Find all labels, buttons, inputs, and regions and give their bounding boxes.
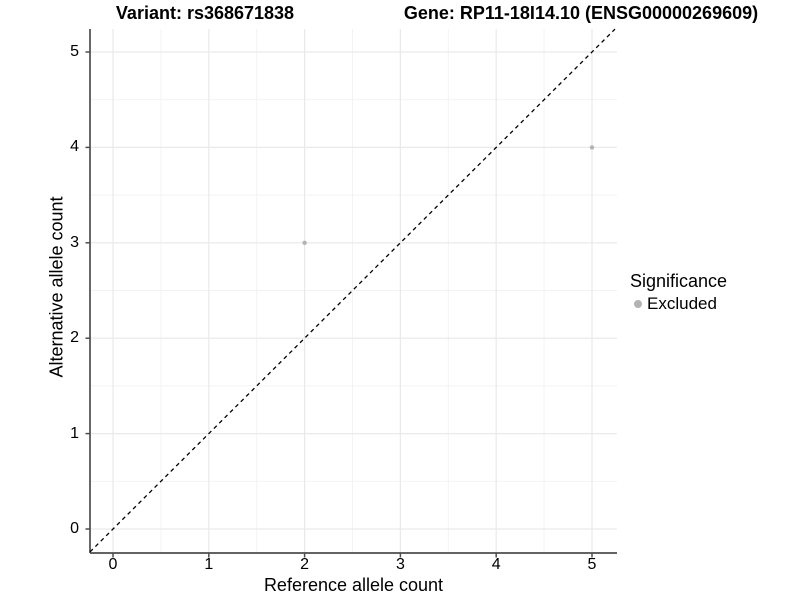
x-tick-label: 2 [300,556,310,573]
x-tick-label: 3 [395,556,405,573]
x-axis-title: Reference allele count [263,575,444,595]
y-tick-label: 0 [70,520,79,537]
legend-item-label: Excluded [647,294,717,313]
data-point [589,145,595,150]
legend-item-excluded: Excluded [630,294,727,314]
y-tick-label: 2 [70,329,79,347]
y-tick-label: 3 [70,233,79,251]
data-point [302,240,307,245]
plot-title-gene: Gene: RP11-18I14.10 (ENSG00000269609) [403,3,759,23]
legend: Significance Excluded [630,271,727,314]
y-tick-label: 4 [70,138,79,156]
y-tick-label: 5 [70,43,79,60]
identity-line [89,28,616,553]
x-tick-label: 4 [491,556,501,573]
y-tick-label: 1 [70,424,79,442]
legend-title: Significance [630,271,728,291]
x-tick-label: 5 [587,556,597,573]
x-tick-label: 0 [108,556,118,573]
x-tick-label: 1 [204,556,214,573]
y-axis-title: Alternative allele count [46,196,67,378]
plot-title-variant: Variant: rs368671838 [115,3,295,23]
legend-key-dot-icon [634,300,642,308]
